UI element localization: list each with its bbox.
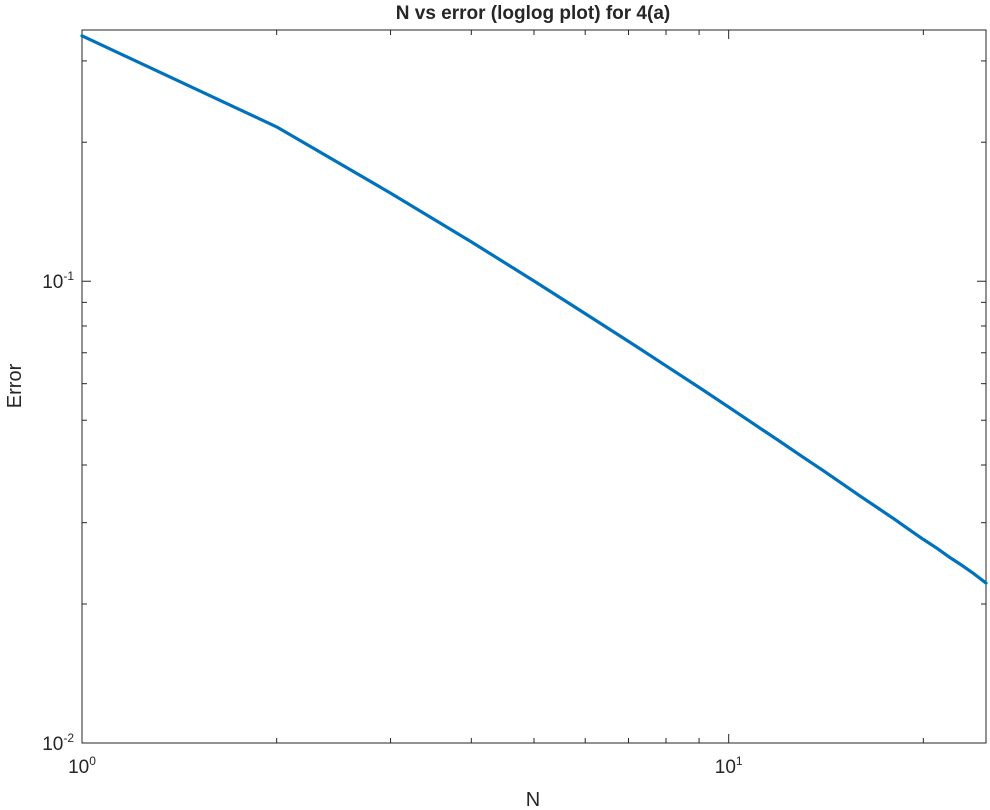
y-axis-label: Error <box>4 363 26 408</box>
minor-ticks <box>82 30 986 743</box>
series-line-1 <box>80 34 988 585</box>
series-layer <box>80 34 988 585</box>
y-tick-label: 10-1 <box>42 269 74 293</box>
x-axis-label: N <box>526 789 540 810</box>
x-axis: 100 101 <box>68 30 743 778</box>
x-tick-label: 101 <box>715 754 743 778</box>
y-axis: 10-2 10-1 <box>42 269 986 755</box>
y-tick-label: 10-2 <box>42 731 74 755</box>
plot-area <box>81 29 987 744</box>
chart-title: N vs error (loglog plot) for 4(a) <box>396 3 670 24</box>
x-tick-label: 100 <box>68 754 96 778</box>
